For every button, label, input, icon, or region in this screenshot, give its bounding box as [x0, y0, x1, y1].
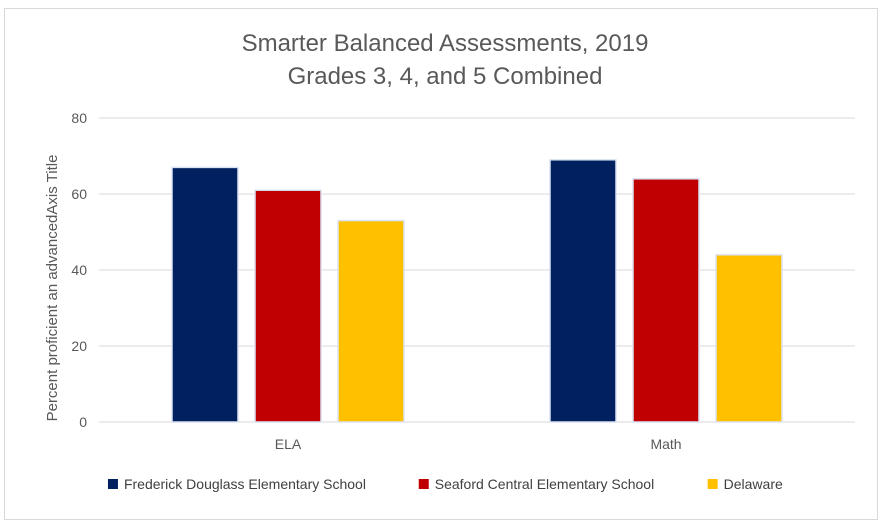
y-tick-label: 0	[79, 414, 87, 430]
chart-title-line-1: Smarter Balanced Assessments, 2019	[242, 30, 649, 57]
y-tick-label: 20	[71, 338, 87, 354]
legend-label: Frederick Douglass Elementary School	[124, 476, 366, 492]
y-ticks: 0 20 40 60 80	[71, 110, 87, 430]
legend-swatch	[107, 479, 118, 489]
bar-math-series-0	[549, 159, 617, 423]
bar-ela-series-0	[171, 166, 239, 423]
y-tick-label: 40	[71, 262, 87, 278]
bar-ela-series-1	[254, 189, 322, 423]
y-tick-label: 60	[71, 186, 87, 202]
x-ticks: ELA Math	[275, 436, 682, 452]
legend-label: Delaware	[724, 476, 783, 492]
x-tick-label: ELA	[275, 436, 302, 452]
y-axis-label: Percent proficient an advancedAxis Title	[44, 155, 61, 422]
legend-swatch	[418, 479, 429, 489]
bar-ela-series-2	[337, 219, 405, 423]
legend-swatch	[707, 479, 718, 489]
bar-math-series-1	[632, 178, 700, 423]
legend-label: Seaford Central Elementary School	[435, 476, 654, 492]
x-tick-label: Math	[650, 436, 681, 452]
legend: Frederick Douglass Elementary School Seaf…	[107, 476, 783, 492]
chart-title-line-2: Grades 3, 4, and 5 Combined	[288, 63, 603, 90]
bars	[171, 159, 783, 423]
y-tick-label: 80	[71, 110, 87, 126]
bar-math-series-2	[715, 254, 783, 423]
